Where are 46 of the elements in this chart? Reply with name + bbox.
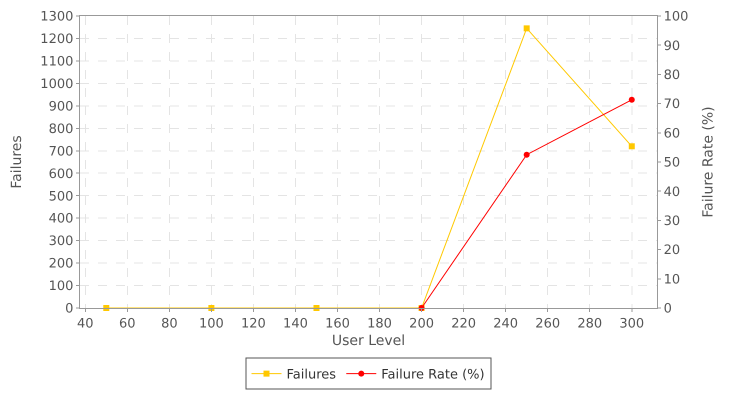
y-tick-label: 100 <box>48 279 74 294</box>
x-axis-title: User Level <box>332 332 406 349</box>
x-tick-label: 80 <box>161 316 178 332</box>
point <box>524 25 530 32</box>
y2-tick-label: 60 <box>664 126 680 142</box>
y2-tick-label: 70 <box>664 97 680 112</box>
y2-tick-label: 0 <box>664 302 672 317</box>
y-tick-label: 0 <box>65 302 74 317</box>
y-tick-label: 600 <box>48 166 74 182</box>
y2-tick-label: 20 <box>664 243 680 258</box>
x-tick-label: 60 <box>119 316 136 332</box>
y-tick-label: 500 <box>48 189 74 204</box>
y2-tick-label: 10 <box>664 272 680 288</box>
y-tick-label: 1000 <box>40 76 74 92</box>
y2-axis-title: Failure Rate (%) <box>700 106 717 218</box>
y-tick-label: 400 <box>48 212 74 227</box>
x-tick-label: 260 <box>535 316 560 332</box>
y-tick-label: 1200 <box>40 32 74 48</box>
x-tick-label: 40 <box>76 316 94 332</box>
point <box>628 143 635 150</box>
y2-tick-label: 40 <box>664 184 680 200</box>
y-tick-label: 700 <box>48 144 74 160</box>
y2-tick-label: 30 <box>664 214 680 229</box>
x-tick-label: 160 <box>325 316 350 332</box>
y-axis-title: Failures <box>8 135 25 189</box>
x-tick-label: 300 <box>619 316 644 332</box>
y2-tick-label: 100 <box>664 10 688 25</box>
x-tick-label: 100 <box>198 316 224 332</box>
y2-tick-label: 50 <box>664 156 680 171</box>
x-tick-label: 120 <box>241 316 266 332</box>
x-tick-label: 180 <box>367 316 392 332</box>
x-tick-label: 220 <box>451 316 476 332</box>
y-tick-label: 1100 <box>40 54 74 70</box>
x-tick-label: 140 <box>283 316 308 332</box>
y-tick-label: 900 <box>48 99 74 114</box>
y2-tick-label: 80 <box>664 68 680 83</box>
y-tick-label: 200 <box>48 256 74 272</box>
y2-tick-label: 90 <box>664 38 680 54</box>
x-tick-label: 240 <box>493 316 518 332</box>
legend-label: Failure Rate (%) <box>381 368 485 383</box>
x-tick-label: 200 <box>409 316 434 332</box>
y-tick-label: 1300 <box>40 10 74 25</box>
x-tick-label: 280 <box>577 316 602 332</box>
legend-label: Failures <box>286 368 336 383</box>
y-tick-label: 800 <box>48 122 74 137</box>
y-tick-label: 300 <box>48 234 74 250</box>
